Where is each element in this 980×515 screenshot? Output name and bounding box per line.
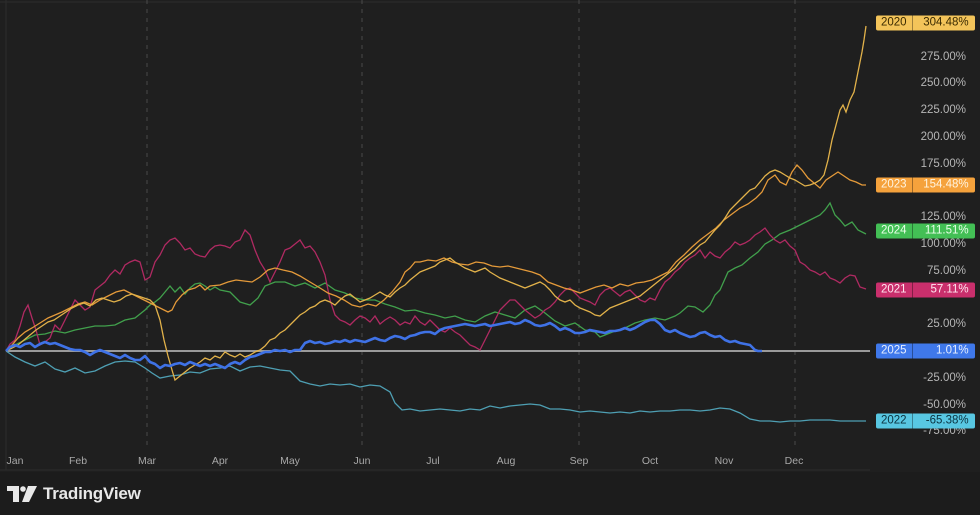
x-tick-label: Sep: [569, 455, 589, 467]
x-tick-label: Jun: [353, 455, 371, 467]
series-2024-line: [5, 201, 867, 352]
x-tick-label: Jan: [6, 455, 24, 467]
y-tick-label: -25.00%: [923, 372, 966, 384]
x-tick-label: Jul: [426, 455, 440, 467]
series-tag-year: 2021: [876, 282, 913, 298]
series-tag-year: 2020: [876, 15, 913, 31]
vertical-gridlines: [146, 0, 796, 448]
y-tick-label: 100.00%: [920, 238, 966, 250]
x-tick-label: Apr: [211, 455, 229, 467]
series-tag-2025: 2025 1.01%: [876, 343, 975, 359]
y-tick-label: 125.00%: [920, 211, 966, 223]
brand-name: TradingView: [43, 484, 141, 503]
chart-area[interactable]: 275.00% 250.00% 225.00% 200.00% 175.00% …: [0, 0, 980, 472]
x-tick-label: Mar: [137, 455, 157, 467]
series-tag-2020: 2020 304.48%: [876, 15, 975, 31]
tradingview-logo[interactable]: TradingView: [7, 484, 141, 504]
series-tag-value: 57.11%: [930, 283, 969, 296]
x-tick-label: Nov: [714, 455, 734, 467]
series-tag-2023: 2023 154.48%: [876, 177, 975, 193]
series-tag-year: 2022: [876, 413, 913, 429]
y-tick-label: 275.00%: [920, 51, 966, 63]
y-tick-label: 225.00%: [920, 104, 966, 116]
series-tag-value: 304.48%: [923, 16, 969, 29]
series-tag-2022: 2022 -65.38%: [876, 413, 975, 429]
x-tick-label: Oct: [641, 455, 659, 467]
series-tag-value: 1.01%: [935, 344, 969, 357]
y-tick-label: 250.00%: [920, 77, 966, 89]
x-tick-label: May: [280, 455, 300, 467]
x-tick-label: Dec: [784, 455, 804, 467]
y-tick-label: 75.00%: [926, 265, 966, 277]
x-tick-label: Aug: [496, 455, 516, 467]
series-tag-year: 2025: [876, 343, 913, 359]
series-2021-line: [5, 227, 867, 352]
y-tick-label: 175.00%: [920, 158, 966, 170]
series-2023-line: [5, 163, 866, 352]
series-tag-value: 111.51%: [924, 224, 969, 237]
y-tick-label: 200.00%: [920, 131, 966, 143]
series-2022-line: [5, 350, 866, 423]
series-tag-value: 154.48%: [923, 178, 969, 191]
series-tag-year: 2023: [876, 177, 913, 193]
y-tick-label: -50.00%: [923, 399, 966, 411]
line-chart: [0, 0, 980, 471]
series-tag-2024: 2024 111.51%: [876, 223, 975, 239]
series-tag-2021: 2021 57.11%: [876, 282, 975, 298]
x-tick-label: Feb: [68, 455, 88, 467]
series-tag-value: -65.38%: [925, 414, 969, 427]
series-tag-year: 2024: [876, 223, 913, 239]
tradingview-logo-icon: [7, 486, 37, 502]
y-tick-label: 25.00%: [926, 318, 966, 330]
series-2025-line: [5, 318, 762, 370]
